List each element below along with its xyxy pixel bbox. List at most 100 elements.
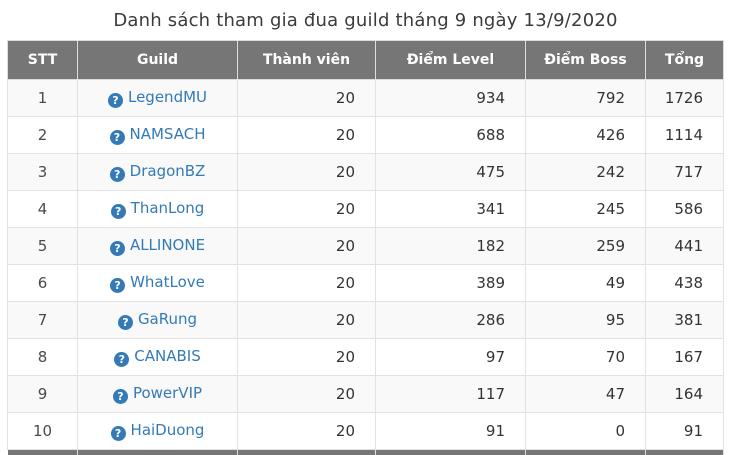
question-circle-icon: ? (110, 278, 125, 293)
cell-level: 182 (376, 228, 526, 265)
cell-total: 717 (646, 154, 724, 191)
cell-members: 20 (238, 302, 376, 339)
cell-total: 586 (646, 191, 724, 228)
guild-link[interactable]: ?PowerVIP (113, 384, 202, 402)
cell-boss: 70 (526, 339, 646, 376)
guild-link[interactable]: ? CANABIS (114, 347, 200, 365)
cell-guild: ?HaiDuong (78, 413, 238, 450)
column-header-guild: Guild (78, 41, 238, 80)
cell-guild: ?DragonBZ (78, 154, 238, 191)
cell-guild: ?ALLINONE (78, 228, 238, 265)
column-header-boss: Điểm Boss (526, 41, 646, 80)
cell-boss: 49 (526, 265, 646, 302)
cell-members: 20 (238, 265, 376, 302)
cell-total: 1726 (646, 80, 724, 117)
cell-boss: 47 (526, 376, 646, 413)
question-circle-icon: ? (114, 352, 129, 367)
guild-name: LegendMU (128, 88, 207, 106)
cell-boss: 426 (526, 117, 646, 154)
cell-boss: 0 (526, 413, 646, 450)
cell-guild: ? NAMSACH (78, 117, 238, 154)
column-header-members: Thành viên (238, 41, 376, 80)
cell-total: 164 (646, 376, 724, 413)
cell-stt: 6 (8, 265, 78, 302)
cell-boss: 245 (526, 191, 646, 228)
cell-level: 91 (376, 413, 526, 450)
cell-boss: 792 (526, 80, 646, 117)
cell-level: 934 (376, 80, 526, 117)
footer-bar-row (8, 450, 724, 455)
cell-stt: 4 (8, 191, 78, 228)
guild-link[interactable]: ? WhatLove (110, 273, 205, 291)
cell-guild: ? CANABIS (78, 339, 238, 376)
guild-name: HaiDuong (131, 421, 205, 439)
cell-level: 389 (376, 265, 526, 302)
cell-members: 20 (238, 413, 376, 450)
cell-guild: ?GaRung (78, 302, 238, 339)
guild-link[interactable]: ?DragonBZ (110, 162, 206, 180)
footer-bar-cell (526, 450, 646, 455)
column-header-stt: STT (8, 41, 78, 80)
table-header: STT Guild Thành viên Điểm Level Điểm Bos… (8, 41, 724, 80)
guild-name: ThanLong (131, 199, 205, 217)
cell-boss: 95 (526, 302, 646, 339)
cell-members: 20 (238, 376, 376, 413)
question-circle-icon: ? (108, 93, 123, 108)
cell-stt: 9 (8, 376, 78, 413)
cell-stt: 8 (8, 339, 78, 376)
table-footer-bar (8, 450, 724, 455)
guild-link[interactable]: ? NAMSACH (110, 125, 206, 143)
cell-guild: ? WhatLove (78, 265, 238, 302)
guild-name: CANABIS (134, 347, 200, 365)
cell-members: 20 (238, 80, 376, 117)
guild-link[interactable]: ? LegendMU (108, 88, 207, 106)
cell-stt: 7 (8, 302, 78, 339)
guild-name: WhatLove (130, 273, 205, 291)
cell-stt: 10 (8, 413, 78, 450)
cell-members: 20 (238, 339, 376, 376)
cell-guild: ? LegendMU (78, 80, 238, 117)
guild-name: PowerVIP (133, 384, 202, 402)
guild-name: GaRung (138, 310, 197, 328)
guild-link[interactable]: ?ALLINONE (110, 236, 205, 254)
question-circle-icon: ? (110, 130, 125, 145)
cell-boss: 259 (526, 228, 646, 265)
cell-members: 20 (238, 117, 376, 154)
header-row: STT Guild Thành viên Điểm Level Điểm Bos… (8, 41, 724, 80)
guild-link[interactable]: ?GaRung (118, 310, 197, 328)
footer-bar-cell (8, 450, 78, 455)
cell-level: 117 (376, 376, 526, 413)
cell-boss: 242 (526, 154, 646, 191)
cell-members: 20 (238, 191, 376, 228)
cell-members: 20 (238, 154, 376, 191)
guild-name: DragonBZ (130, 162, 206, 180)
cell-total: 441 (646, 228, 724, 265)
cell-total: 438 (646, 265, 724, 302)
guild-link[interactable]: ?ThanLong (111, 199, 205, 217)
cell-guild: ?PowerVIP (78, 376, 238, 413)
cell-stt: 1 (8, 80, 78, 117)
page-title: Danh sách tham gia đua guild tháng 9 ngà… (0, 0, 731, 40)
cell-stt: 5 (8, 228, 78, 265)
cell-guild: ?ThanLong (78, 191, 238, 228)
footer-bar-cell (376, 450, 526, 455)
cell-total: 1114 (646, 117, 724, 154)
guild-ranking-table: STT Guild Thành viên Điểm Level Điểm Bos… (7, 40, 724, 455)
guild-link[interactable]: ?HaiDuong (111, 421, 205, 439)
cell-level: 97 (376, 339, 526, 376)
cell-total: 167 (646, 339, 724, 376)
cell-level: 688 (376, 117, 526, 154)
cell-stt: 3 (8, 154, 78, 191)
question-circle-icon: ? (110, 241, 125, 256)
guild-name: NAMSACH (130, 125, 206, 143)
